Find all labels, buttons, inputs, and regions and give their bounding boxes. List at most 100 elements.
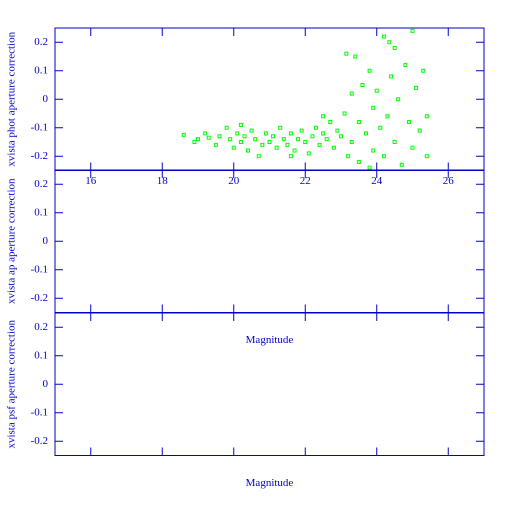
scatter-point — [224, 125, 229, 130]
scatter-point — [392, 45, 397, 50]
scatter-point — [356, 159, 361, 164]
scatter-point — [321, 114, 326, 119]
scatter-point — [321, 131, 326, 136]
scatter-point — [328, 120, 333, 125]
x-tick-label: 26 — [443, 175, 455, 187]
scatter-point — [235, 131, 240, 136]
y-axis-label: xvista psf aperture correction — [6, 319, 18, 448]
scatter-point — [288, 131, 293, 136]
scatter-point — [417, 128, 422, 133]
y-axis-label: xvista ap aperture correction — [6, 178, 18, 304]
y-tick-label: -0.2 — [31, 435, 48, 447]
scatter-point — [317, 142, 322, 147]
scatter-point — [324, 137, 329, 142]
y-axis-label: xvista phot aperture correction — [6, 31, 18, 166]
scatter-point — [271, 134, 276, 139]
scatter-point — [396, 97, 401, 102]
scatter-point — [299, 128, 304, 133]
scatter-point — [192, 140, 197, 144]
scatter-point — [424, 154, 429, 159]
scatter-point — [285, 142, 290, 147]
scatter-point — [249, 128, 254, 133]
scatter-point — [342, 111, 347, 116]
y-tick-label: 0.2 — [34, 178, 48, 190]
scatter-point — [371, 105, 376, 110]
scatter-point — [238, 122, 243, 127]
y-tick-label: -0.1 — [31, 263, 48, 275]
scatter-point — [260, 142, 265, 147]
scatter-point — [410, 145, 415, 150]
scatter-point — [331, 145, 336, 150]
scatter-point — [310, 134, 315, 139]
scatter-point — [387, 40, 392, 45]
scatter-point — [406, 120, 411, 125]
scatter-point — [335, 128, 340, 133]
scatter-point — [206, 135, 211, 140]
x-axis-label: Magnitude — [246, 477, 294, 489]
scatter-point — [213, 142, 218, 147]
y-tick-label: -0.2 — [31, 150, 48, 162]
scatter-point — [203, 131, 208, 136]
scatter-point — [367, 165, 372, 170]
scatter-point — [367, 68, 372, 73]
scatter-point — [381, 34, 386, 39]
scatter-point — [414, 85, 419, 90]
scatter-point — [267, 140, 272, 144]
x-tick-label: 22 — [300, 175, 311, 187]
scatter-point — [242, 134, 247, 139]
scatter-point — [253, 137, 258, 142]
scatter-point — [344, 51, 349, 56]
scatter-point — [292, 148, 297, 153]
scatter-point — [231, 145, 236, 150]
scatter-point — [306, 151, 311, 156]
scatter-point — [217, 134, 222, 139]
scatter-point — [196, 137, 200, 142]
scatter-point — [378, 125, 383, 130]
y-tick-label: 0.1 — [34, 206, 48, 218]
scatter-point — [353, 54, 358, 59]
scatter-point — [374, 88, 379, 93]
plot-frame — [54, 27, 485, 171]
scatter-point — [228, 137, 233, 142]
scatter-point — [263, 131, 268, 136]
scatter-point — [389, 74, 394, 79]
x-tick-label: 16 — [85, 175, 97, 187]
x-tick-label: 24 — [371, 175, 383, 187]
scatter-point — [274, 145, 279, 150]
scatter-point — [371, 148, 376, 153]
scatter-point — [346, 154, 351, 159]
scatter-point — [281, 137, 286, 142]
scatter-point — [339, 134, 343, 139]
y-tick-label: 0 — [43, 378, 49, 390]
scatter-point — [313, 125, 318, 130]
scatter-point — [385, 114, 390, 119]
scatter-point — [181, 132, 186, 137]
y-tick-label: -0.1 — [31, 406, 48, 418]
scatter-point — [256, 154, 261, 159]
scatter-point — [303, 140, 308, 144]
scatter-point — [349, 91, 354, 96]
scatter-point — [424, 114, 429, 119]
x-axis-label: Magnitude — [246, 334, 294, 346]
scatter-point — [296, 137, 301, 142]
scatter-point — [381, 154, 386, 159]
scatter-point — [349, 140, 354, 144]
x-tick-label: 18 — [157, 175, 169, 187]
y-tick-label: -0.2 — [31, 292, 48, 304]
plot-frame — [54, 169, 485, 313]
scatter-point — [246, 148, 251, 153]
y-tick-label: -0.1 — [31, 121, 48, 133]
y-tick-label: 0.2 — [34, 321, 48, 333]
scatter-point — [399, 162, 404, 167]
y-tick-label: 0.1 — [34, 349, 48, 361]
scatter-point — [288, 154, 293, 159]
x-tick-label: 20 — [228, 175, 240, 187]
scatter-point — [364, 131, 369, 136]
scatter-point — [392, 140, 397, 144]
scatter-point — [421, 68, 426, 73]
scatter-point — [410, 28, 415, 33]
y-tick-label: 0.2 — [34, 36, 48, 48]
scatter-point — [403, 63, 408, 68]
